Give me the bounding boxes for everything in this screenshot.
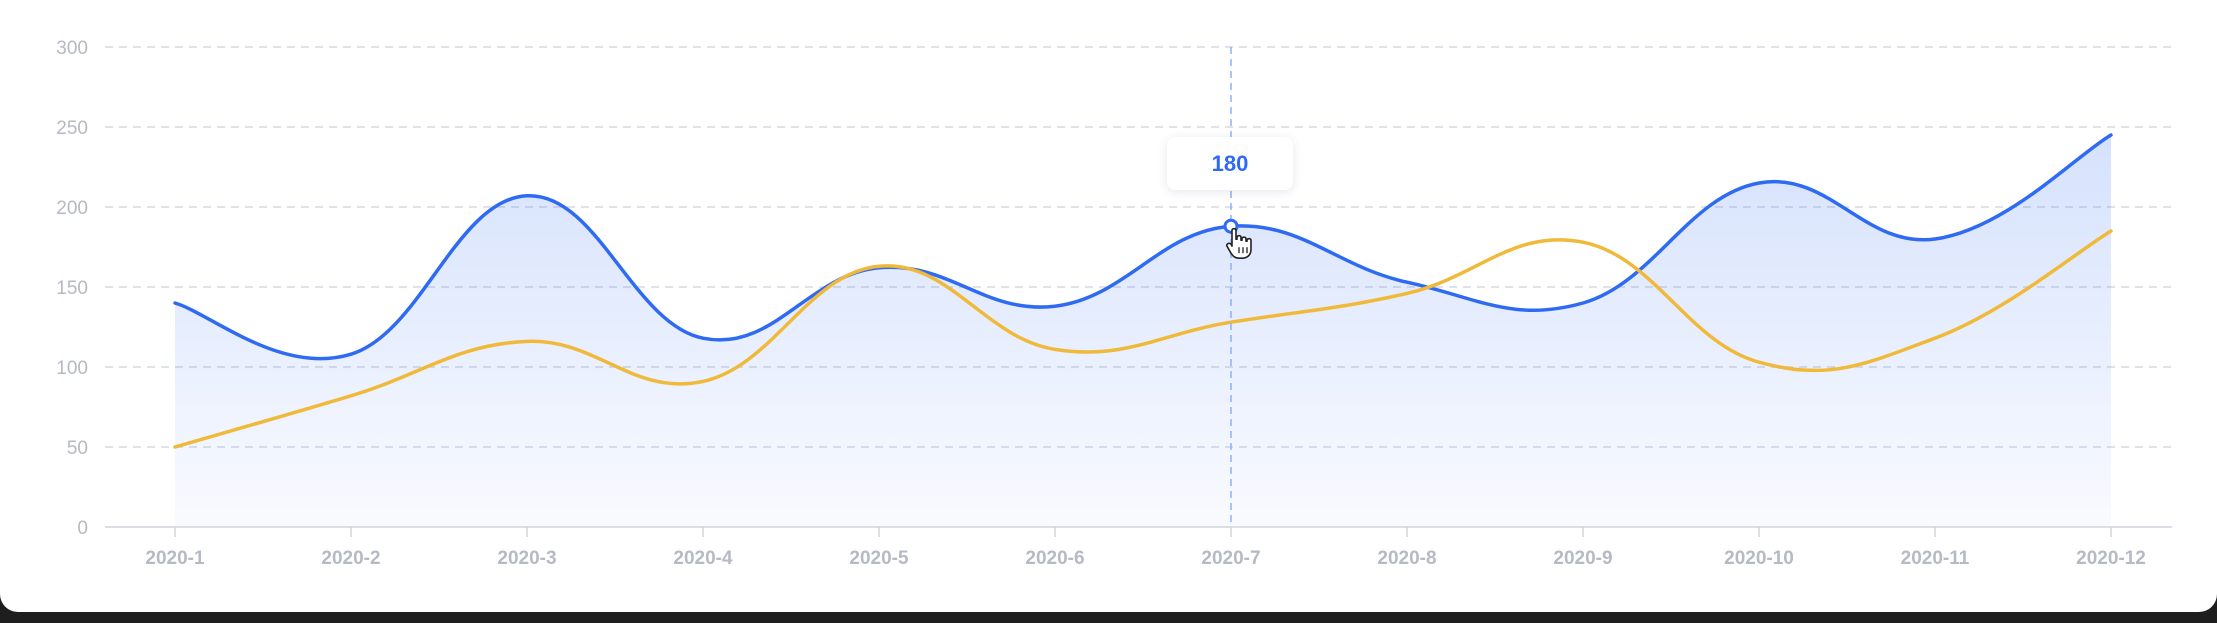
x-tick-label: 2020-2 xyxy=(321,548,380,569)
y-tick-label: 0 xyxy=(77,518,88,539)
y-tick-label: 50 xyxy=(67,438,88,459)
x-tick-label: 2020-9 xyxy=(1553,548,1612,569)
value-tooltip: 180 xyxy=(1167,137,1293,190)
series-line-1 xyxy=(173,133,2113,361)
y-tick-label: 300 xyxy=(56,38,88,59)
y-tick-label: 250 xyxy=(56,118,88,139)
x-tick-label: 2020-12 xyxy=(2076,548,2146,569)
x-tick-label: 2020-6 xyxy=(1025,548,1084,569)
y-tick-label: 100 xyxy=(56,358,88,379)
area-fill xyxy=(175,135,2111,527)
x-tick-label: 2020-10 xyxy=(1724,548,1794,569)
x-tick-label: 2020-7 xyxy=(1201,548,1260,569)
y-tick-label: 200 xyxy=(56,198,88,219)
x-tick-label: 2020-3 xyxy=(497,548,556,569)
tooltip-cursor xyxy=(1223,47,1252,527)
series-area xyxy=(175,135,2111,527)
x-tick-label: 2020-4 xyxy=(673,548,733,569)
x-tick-label: 2020-11 xyxy=(1901,548,1970,569)
hand-cursor-icon xyxy=(1226,227,1252,259)
x-tick-label: 2020-8 xyxy=(1377,548,1436,569)
series-line-2 xyxy=(173,229,2113,449)
axes: 0 50 100 150 200 250 300 2020-1 2020-2 2020-3 2020… xyxy=(56,38,2172,569)
y-tick-label: 150 xyxy=(56,278,88,299)
series-lines xyxy=(173,133,2113,449)
x-tick-label: 2020-1 xyxy=(145,548,205,569)
x-tick-label: 2020-5 xyxy=(849,548,909,569)
